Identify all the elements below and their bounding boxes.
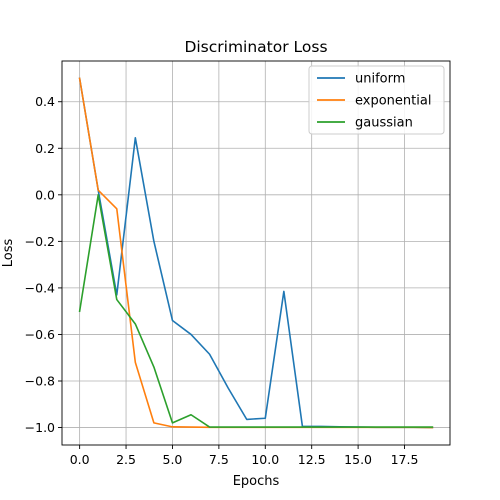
x-tick-label: 10.0 xyxy=(251,452,279,467)
x-tick-label: 17.5 xyxy=(391,452,419,467)
legend: uniform exponential gaussian xyxy=(308,65,445,135)
y-tick-label: 0.2 xyxy=(35,141,55,156)
x-tick-label: 15.0 xyxy=(344,452,372,467)
y-tick-label: −0.8 xyxy=(25,374,55,389)
y-tick-label: 0.4 xyxy=(35,94,55,109)
x-tick-label: 5.0 xyxy=(163,452,183,467)
x-tick-label: 7.5 xyxy=(209,452,229,467)
y-tick-label: 0.0 xyxy=(35,187,55,202)
plot-frame xyxy=(61,60,451,446)
chart-title: Discriminator Loss xyxy=(184,38,327,56)
x-axis-label: Epochs xyxy=(233,474,280,489)
y-axis-label: Loss xyxy=(1,239,16,268)
legend-label-uniform: uniform xyxy=(355,72,405,87)
x-tick-label: 0.0 xyxy=(70,452,90,467)
y-tick-label: −1.0 xyxy=(25,420,55,435)
legend-label-gaussian: gaussian xyxy=(355,116,413,131)
series-lines xyxy=(78,77,434,429)
x-tick-label: 2.5 xyxy=(116,452,136,467)
legend-label-exponential: exponential xyxy=(355,94,431,109)
legend-box xyxy=(308,65,445,135)
ticks: 0.0 2.5 5.0 7.5 10.0 12.5 15.0 17.5 0.4 0.2 0.0 −0.… xyxy=(25,94,419,467)
y-tick-label: −0.6 xyxy=(25,327,55,342)
y-tick-label: −0.4 xyxy=(25,280,55,295)
series-line-gaussian xyxy=(78,194,434,428)
x-tick-label: 12.5 xyxy=(298,452,326,467)
y-tick-label: −0.2 xyxy=(25,234,55,249)
